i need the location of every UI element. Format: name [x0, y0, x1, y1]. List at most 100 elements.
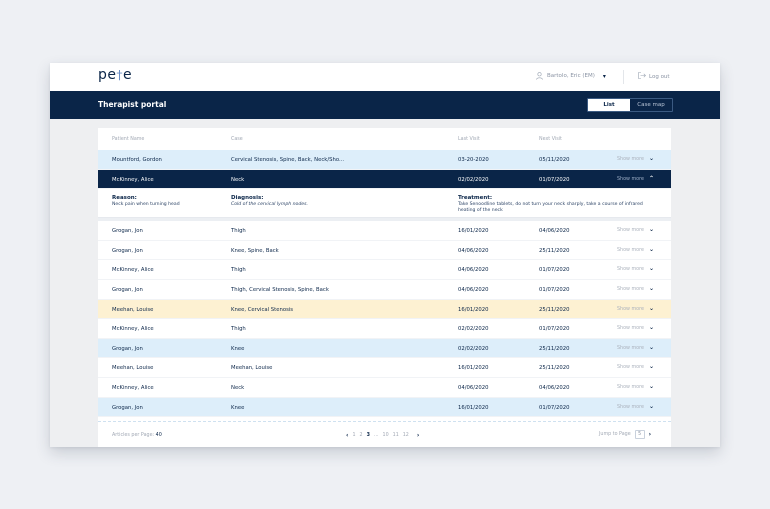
last-visit: 16/01/2020: [458, 404, 489, 411]
chevron-down-icon[interactable]: ⌄: [649, 284, 655, 292]
show-more-button[interactable]: Show more: [617, 384, 644, 390]
page-2[interactable]: 2: [359, 433, 363, 438]
diagnosis-block: Diagnosis: Cold of the cervical lymph no…: [231, 195, 431, 208]
chevron-down-icon[interactable]: ▾: [602, 72, 606, 80]
logout-button[interactable]: Log out: [638, 72, 670, 81]
logo[interactable]: pe†e: [98, 67, 133, 83]
view-toggle: List Case map: [587, 98, 673, 112]
table-row[interactable]: Meehan, Louise Meehan, Louise 16/01/2020…: [98, 358, 671, 378]
user-name: Bartolo, Eric (EM): [547, 73, 595, 79]
table-row[interactable]: McKinney, Alice Thigh 04/06/2020 01/07/2…: [98, 260, 671, 280]
patient-name: Meehan, Louise: [112, 365, 154, 372]
table-row[interactable]: Mountford, Gordon Cervical Stenosis, Spi…: [98, 150, 671, 170]
patient-name: Mountford, Gordon: [112, 157, 162, 163]
chevron-up-icon[interactable]: ⌃: [649, 174, 655, 182]
column-last-visit[interactable]: Last Visit: [458, 137, 480, 142]
page-title: Therapist portal: [98, 100, 167, 109]
patient-name: McKinney, Alice: [112, 267, 154, 274]
next-page-icon[interactable]: ›: [416, 432, 420, 439]
next-visit: 01/07/2020: [539, 286, 570, 293]
last-visit: 16/01/2020: [458, 228, 489, 235]
show-more-button[interactable]: Show more: [617, 365, 644, 371]
show-more-button[interactable]: Show more: [617, 345, 644, 351]
column-case[interactable]: Case: [231, 137, 243, 142]
next-visit: 01/07/2020: [539, 267, 570, 274]
jump-to-page: Jump to Page 5 ›: [599, 430, 651, 439]
patient-name: Grogan, Jon: [112, 345, 143, 352]
chevron-down-icon[interactable]: ⌄: [649, 155, 655, 162]
jump-page-input[interactable]: 5: [634, 430, 645, 439]
chevron-down-icon[interactable]: ⌄: [649, 245, 655, 253]
diagnosis-value: Cold of the cervical lymph nodes.: [231, 202, 308, 208]
table-row-expanded[interactable]: McKinney, Alice Neck 02/02/2020 01/07/20…: [98, 169, 671, 190]
prev-page-icon[interactable]: ‹: [346, 432, 349, 439]
table-row[interactable]: Grogan, Jon Knee 02/02/2020 25/11/2020 S…: [98, 338, 671, 359]
page-10[interactable]: 10: [382, 433, 389, 438]
chevron-down-icon[interactable]: ⌄: [649, 324, 655, 332]
logout-label: Log out: [649, 73, 670, 80]
show-more-button[interactable]: Show more: [617, 157, 644, 162]
show-more-button[interactable]: Show more: [617, 306, 644, 312]
last-visit: 03-20-2020: [458, 157, 489, 163]
jump-go-icon[interactable]: ›: [648, 431, 652, 438]
case: Cervical Stenosis, Spine, Back, Neck/Sho…: [231, 157, 345, 163]
show-more-button[interactable]: Show more: [617, 286, 644, 292]
patient-name: McKinney, Alice: [112, 384, 154, 391]
top-bar: pe†e Bartolo, Eric (EM) ▾ Log out: [50, 63, 720, 91]
next-visit: 25/11/2020: [539, 345, 570, 352]
articles-per-page[interactable]: Articles per Page: 40: [112, 433, 162, 438]
last-visit: 02/02/2020: [458, 326, 489, 333]
chevron-down-icon[interactable]: ⌄: [649, 382, 655, 390]
last-visit: 04/06/2020: [458, 286, 489, 293]
table-row[interactable]: Grogan, Jon Knee, Spine, Back 04/06/2020…: [98, 241, 671, 261]
tab-case-map[interactable]: Case map: [637, 102, 665, 108]
logout-icon: [638, 72, 646, 81]
tab-list[interactable]: List: [588, 99, 630, 111]
reason-label: Reason:: [112, 195, 137, 202]
next-visit: 01/07/2020: [539, 404, 570, 411]
page-1[interactable]: 1: [352, 433, 356, 438]
page-3-current[interactable]: 3: [366, 433, 370, 438]
last-visit: 04/06/2020: [458, 267, 489, 274]
show-more-button[interactable]: Show more: [617, 404, 644, 410]
show-more-button[interactable]: Show more: [617, 228, 644, 234]
column-next-visit[interactable]: Next Visit: [539, 137, 562, 142]
chevron-down-icon[interactable]: ⌄: [649, 363, 655, 371]
chevron-down-icon[interactable]: ⌄: [649, 343, 655, 351]
chevron-down-icon[interactable]: ⌄: [649, 402, 655, 410]
table-row[interactable]: Meehan, Louise Knee, Cervical Stenosis 1…: [98, 299, 671, 320]
table-row[interactable]: Grogan, Jon Knee 16/01/2020 01/07/2020 S…: [98, 397, 671, 418]
table-row[interactable]: Grogan, Jon Thigh 16/01/2020 04/06/2020 …: [98, 221, 671, 241]
logo-cross-icon: †: [116, 68, 123, 82]
case: Thigh: [231, 267, 246, 274]
treatment-label: Treatment:: [458, 195, 493, 202]
show-more-button[interactable]: Show more: [617, 176, 644, 182]
app-window: pe†e Bartolo, Eric (EM) ▾ Log out Therap…: [50, 63, 720, 447]
patient-name: Grogan, Jon: [112, 228, 143, 235]
case: Knee: [231, 404, 245, 411]
chevron-down-icon[interactable]: ⌄: [649, 226, 655, 234]
jump-label: Jump to Page: [599, 432, 631, 437]
patient-name: Grogan, Jon: [112, 404, 143, 411]
show-more-button[interactable]: Show more: [617, 267, 644, 273]
user-menu[interactable]: Bartolo, Eric (EM) ▾: [536, 72, 606, 80]
table-footer: Articles per Page: 40 ‹ 1 2 3 ... 10 11 …: [98, 421, 671, 447]
per-page-label: Articles per Page:: [112, 433, 155, 438]
user-icon: [536, 72, 543, 80]
per-page-value[interactable]: 40: [155, 433, 162, 438]
show-more-button[interactable]: Show more: [617, 326, 644, 332]
column-patient-name[interactable]: Patient Name: [112, 137, 145, 142]
show-more-button[interactable]: Show more: [617, 247, 644, 253]
page-11[interactable]: 11: [392, 433, 399, 438]
page-12[interactable]: 12: [402, 433, 409, 438]
table-row[interactable]: Grogan, Jon Thigh, Cervical Stenosis, Sp…: [98, 280, 671, 300]
case: Thigh, Cervical Stenosis, Spine, Back: [231, 286, 329, 293]
table-row[interactable]: McKinney, Alice Thigh 02/02/2020 01/07/2…: [98, 319, 671, 339]
chevron-down-icon[interactable]: ⌄: [649, 304, 655, 312]
case: Knee, Cervical Stenosis: [231, 306, 294, 313]
table-row[interactable]: McKinney, Alice Neck 04/06/2020 04/06/20…: [98, 378, 671, 398]
case: Thigh: [231, 228, 246, 235]
chevron-down-icon[interactable]: ⌄: [649, 265, 655, 273]
next-visit: 05/11/2020: [539, 157, 570, 163]
diagnosis-label: Diagnosis:: [231, 195, 264, 202]
